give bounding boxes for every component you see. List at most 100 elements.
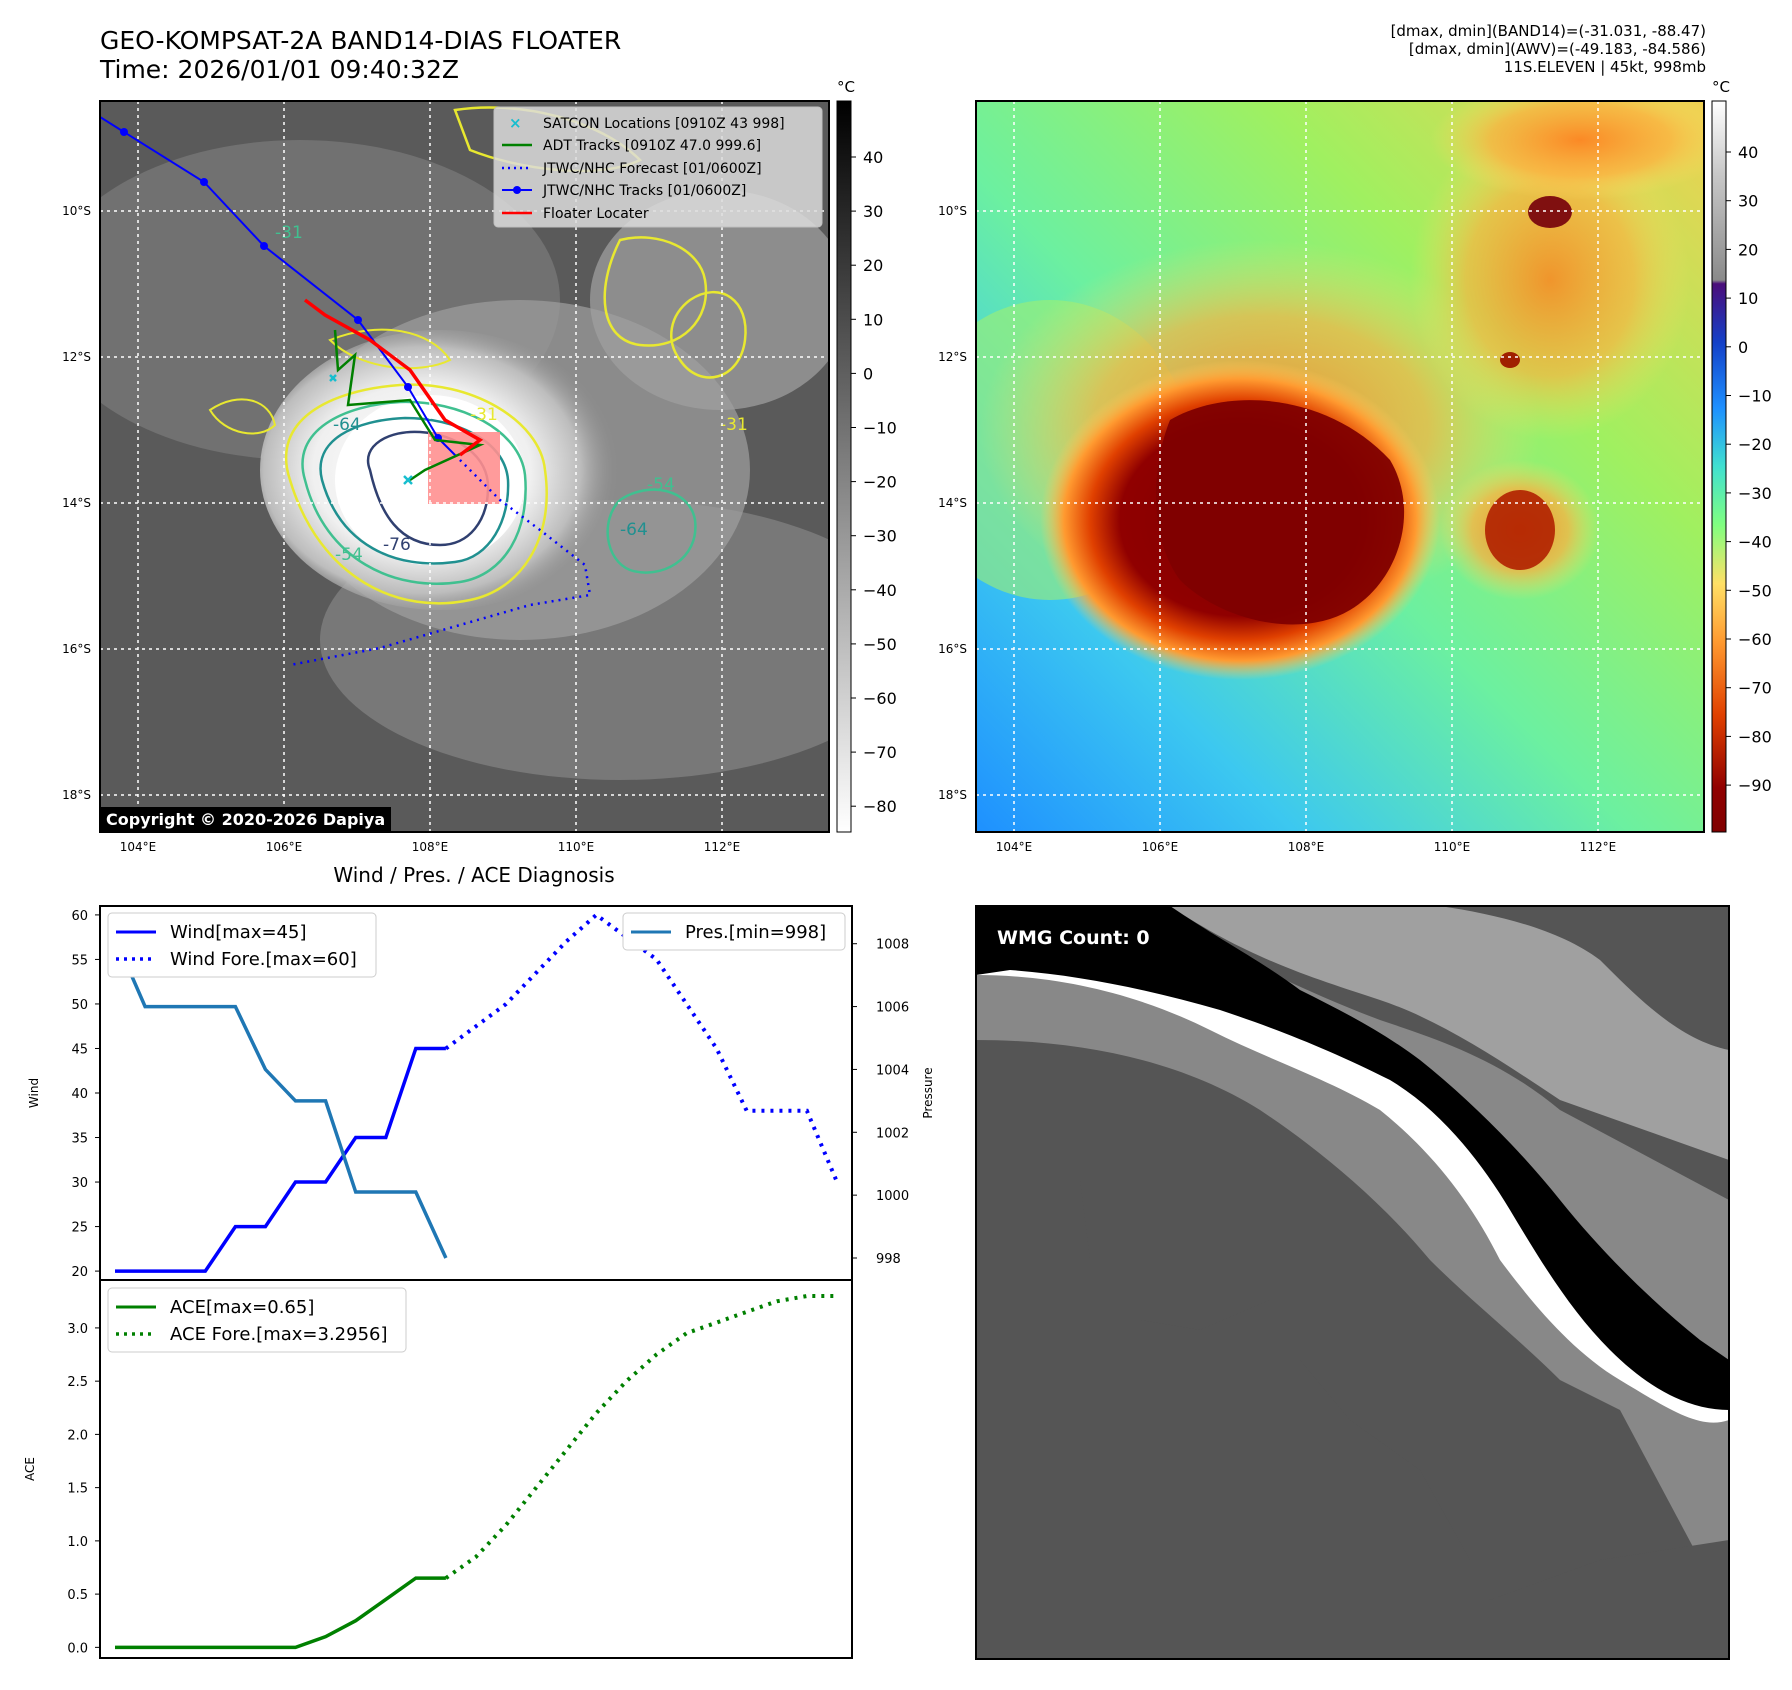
- legend-item-jtwc-track: JTWC/NHC Tracks [01/0600Z]: [502, 183, 746, 199]
- contour-minus31: [284, 383, 548, 605]
- contour-label: -31: [720, 415, 748, 435]
- diagnosis-title: Wind / Pres. / ACE Diagnosis: [333, 863, 614, 887]
- contour-label: -54: [647, 475, 675, 495]
- y-tick-label: 60: [71, 909, 88, 924]
- lat-label: 18°S: [62, 788, 91, 802]
- lat-label: 10°S: [938, 204, 967, 218]
- y-tick-label: 1.5: [67, 1482, 88, 1497]
- satcon-marks: [329, 374, 413, 485]
- colorbar-tick-label: −80: [863, 797, 897, 816]
- y-tick-label: 25: [71, 1221, 88, 1236]
- lon-label: 110°E: [558, 840, 595, 854]
- wind-axis-label: Wind: [27, 1078, 41, 1108]
- lat-label: 12°S: [938, 350, 967, 364]
- colorbar-tick-label: −50: [863, 635, 897, 654]
- lat-label: 10°S: [62, 204, 91, 218]
- colorbar-tick-label: 40: [863, 148, 883, 167]
- lon-label: 112°E: [1580, 840, 1617, 854]
- contour-label: -64: [620, 520, 648, 540]
- colorbar-tick-label: −60: [1738, 630, 1772, 649]
- wind-legend: Wind[max=45] Wind Fore.[max=60]: [107, 912, 377, 978]
- figure-title: GEO-KOMPSAT-2A BAND14-DIAS FLOATER Time:…: [100, 26, 621, 84]
- ace-axis-label: ACE: [23, 1457, 37, 1481]
- ir-map-panel: -31 -64 -76 -54 -31 -54 -64 -31: [100, 101, 829, 832]
- colorbar-tick-label: 30: [863, 202, 883, 221]
- pressure-legend: Pres.[min=998]: [622, 912, 846, 951]
- jtwc-track-line: [100, 116, 456, 456]
- y-tick-label: 20: [71, 1265, 88, 1280]
- awv-map-panel: [976, 101, 1704, 832]
- lat-label: 18°S: [938, 788, 967, 802]
- lon-label: 104°E: [120, 840, 157, 854]
- lat-label: 14°S: [938, 496, 967, 510]
- colorbar-tick-label: −30: [1738, 484, 1772, 503]
- title-line-1: GEO-KOMPSAT-2A BAND14-DIAS FLOATER: [100, 26, 622, 55]
- ir-map-legend: × SATCON Locations [0910Z 43 998] ADT Tr…: [493, 106, 823, 228]
- legend-wind-forecast: Wind Fore.[max=60]: [170, 949, 357, 970]
- lon-label: 106°E: [1142, 840, 1179, 854]
- y-right-tick-label: 1006: [876, 1001, 909, 1016]
- title-line-2: Time: 2026/01/01 09:40:32Z: [100, 55, 459, 84]
- awv-map-axis-labels: 10°S 12°S 14°S 16°S 18°S 104°E 106°E 108…: [938, 204, 1616, 854]
- legend-item-forecast: JTWC/NHC Forecast [01/0600Z]: [502, 161, 762, 177]
- lat-label: 16°S: [938, 642, 967, 656]
- colorbar-tick-label: −60: [863, 689, 897, 708]
- y-tick-label: 1.0: [67, 1535, 88, 1550]
- colorbar-tick-label: −10: [1738, 387, 1772, 406]
- legend-ace-forecast: ACE Fore.[max=3.2956]: [170, 1324, 388, 1345]
- wmg-white-band: [976, 950, 1729, 1423]
- lon-label: 106°E: [266, 840, 303, 854]
- pressure-axis-label: Pressure: [921, 1067, 935, 1118]
- colorbar-tick-label: 20: [1738, 240, 1758, 259]
- y-right-tick-label: 1000: [876, 1189, 909, 1204]
- ir-map-axis-labels: 10°S 12°S 14°S 16°S 18°S 104°E 106°E 108…: [62, 204, 740, 854]
- floater-locater-track: [303, 298, 484, 457]
- y-right-tick-label: 1004: [876, 1063, 909, 1078]
- colorbar-tick-label: 20: [863, 256, 883, 275]
- colorbar-tick-label: 40: [1738, 143, 1758, 162]
- contour-label: -54: [335, 545, 363, 565]
- wmg-black-band: [976, 906, 1729, 1410]
- contour-minus64: [319, 416, 510, 565]
- svg-text:×: ×: [509, 114, 522, 132]
- colorbar-tick-label: −70: [863, 743, 897, 762]
- y-tick-label: 2.5: [67, 1375, 88, 1390]
- ir-map-frame: [99, 100, 830, 833]
- lat-label: 14°S: [62, 496, 91, 510]
- colorbar-tick-label: −20: [863, 473, 897, 492]
- wmg-frame: [975, 905, 1730, 1660]
- contour-label: -31: [275, 223, 303, 243]
- colorbar-tick-label: 10: [863, 310, 883, 329]
- info-line-1: [dmax, dmin](BAND14)=(-31.031, -88.47): [1390, 22, 1706, 40]
- storm-info: [dmax, dmin](BAND14)=(-31.031, -88.47) […: [1391, 22, 1706, 76]
- y-right-tick-label: 1008: [876, 938, 909, 953]
- ace-chart: 0.0 0.5 1.0 1.5 2.0 2.5 3.0 ACE ACE[max=0.65] …: [23, 1279, 853, 1659]
- y-tick-label: 45: [71, 1042, 88, 1057]
- lat-label: 12°S: [62, 350, 91, 364]
- colorbar-tick-label: −50: [1738, 581, 1772, 600]
- colorbar-tick-label: −90: [1738, 776, 1772, 795]
- y-tick-label: 35: [71, 1132, 88, 1147]
- series-line-1: [444, 1294, 837, 1580]
- series-line-0: [115, 1576, 446, 1650]
- series-line-1: [444, 912, 839, 1183]
- svg-text:JTWC/NHC Forecast [01/0600Z]: JTWC/NHC Forecast [01/0600Z]: [542, 161, 762, 177]
- lon-label: 110°E: [1434, 840, 1471, 854]
- wmg-count-label: WMG Count: 0: [997, 927, 1150, 949]
- y-right-tick-label: 1002: [876, 1126, 909, 1141]
- color-colorbar: °C 40 30 20 10 0 −10 −20 −30 −40 −50 −60 −70 −80 −90: [1711, 78, 1772, 833]
- lon-label: 104°E: [996, 840, 1033, 854]
- wind-pressure-chart: 20 25 30 35 40 45 50 55 60 998 1000 1002 1004 1006 100…: [27, 905, 935, 1281]
- colorbar-tick-label: −20: [1738, 435, 1772, 454]
- colorbar-tick-label: −10: [863, 419, 897, 438]
- colorbar-tick-label: −30: [863, 527, 897, 546]
- colorbar-tick-label: 10: [1738, 289, 1758, 308]
- copyright-badge: Copyright © 2020-2026 Dapiya: [100, 807, 392, 832]
- colorbar-unit: °C: [1712, 78, 1730, 96]
- legend-wind: Wind[max=45]: [170, 922, 307, 943]
- svg-text:SATCON Locations [0910Z 43 998: SATCON Locations [0910Z 43 998]: [543, 116, 785, 132]
- y-tick-label: 55: [71, 953, 88, 968]
- ace-legend: ACE[max=0.65] ACE Fore.[max=3.2956]: [107, 1287, 407, 1353]
- lon-label: 108°E: [1288, 840, 1325, 854]
